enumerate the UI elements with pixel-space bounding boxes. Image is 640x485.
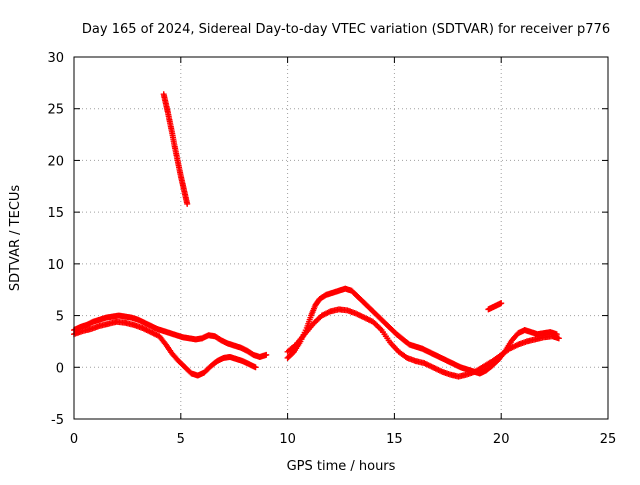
- y-tick-label: 30: [47, 51, 64, 66]
- data-point: [263, 351, 270, 358]
- data-point: [555, 335, 562, 342]
- y-tick-label: 0: [56, 361, 64, 376]
- plot-frame: [73, 56, 609, 420]
- y-tick-label: 5: [56, 310, 64, 325]
- y-axis-label: SDTVAR / TECUs: [8, 185, 23, 292]
- y-tick-label: -5: [51, 413, 64, 428]
- chart-title: Day 165 of 2024, Sidereal Day-to-day VTE…: [82, 22, 610, 37]
- y-tick-label: 25: [47, 103, 64, 118]
- axis-ticks: 0 5 10 15 20 25 -5 0 5 10 15 20 25 30: [47, 51, 616, 447]
- x-tick-label: 5: [177, 432, 185, 447]
- series-group: [71, 312, 270, 360]
- y-tick-label: 20: [47, 154, 64, 169]
- series-group: [160, 91, 191, 207]
- x-tick-label: 25: [600, 432, 617, 447]
- x-tick-label: 0: [70, 432, 78, 447]
- data-point: [498, 300, 505, 307]
- x-axis-label: GPS time / hours: [287, 459, 396, 474]
- y-tick-label: 10: [47, 258, 64, 273]
- x-tick-label: 10: [279, 432, 296, 447]
- x-tick-label: 15: [386, 432, 403, 447]
- series-group: [71, 318, 259, 379]
- data-point: [184, 200, 191, 207]
- series-group: [485, 300, 505, 313]
- x-tick-label: 20: [493, 432, 510, 447]
- grid: [74, 57, 608, 419]
- series-group: [284, 306, 562, 380]
- y-tick-label: 15: [47, 206, 64, 221]
- data-series: [71, 91, 562, 380]
- data-point: [252, 364, 259, 371]
